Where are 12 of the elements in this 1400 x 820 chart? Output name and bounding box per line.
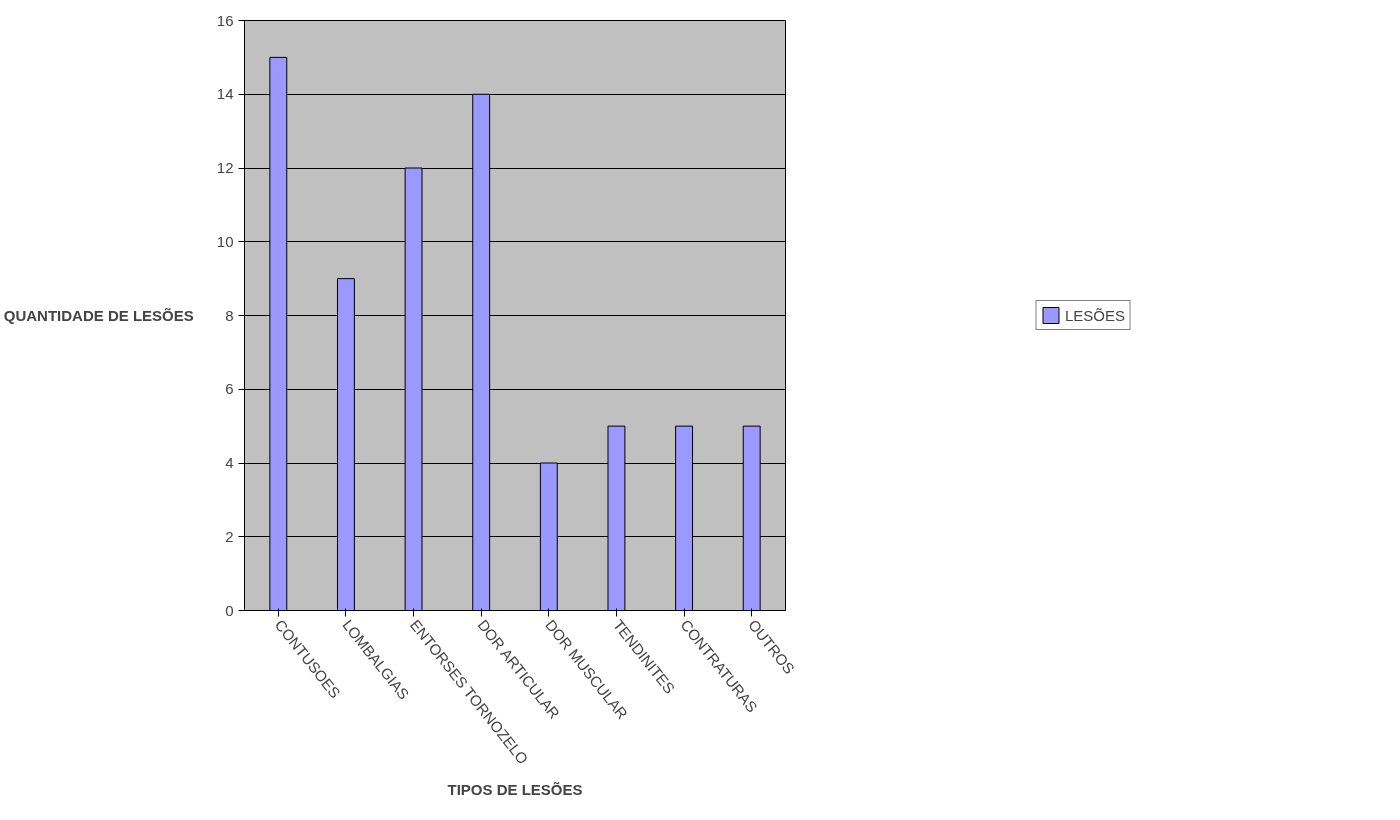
y-tick-label: 6	[225, 380, 234, 398]
y-tick-label: 16	[216, 11, 234, 29]
y-tick-label: 4	[225, 454, 234, 471]
y-axis-title: QUANTIDADE DE LESÕES	[3, 307, 194, 324]
y-tick-label: 14	[216, 85, 234, 103]
y-tick-label: 10	[216, 232, 234, 250]
y-tick-label: 2	[225, 527, 234, 545]
x-axis-title: TIPOS DE LESÕES	[447, 780, 583, 798]
y-tick-label: 0	[225, 601, 234, 619]
y-tick-label: 8	[225, 306, 234, 324]
legend-label: LESÕES	[1064, 306, 1126, 324]
y-tick-label: 12	[216, 159, 234, 176]
